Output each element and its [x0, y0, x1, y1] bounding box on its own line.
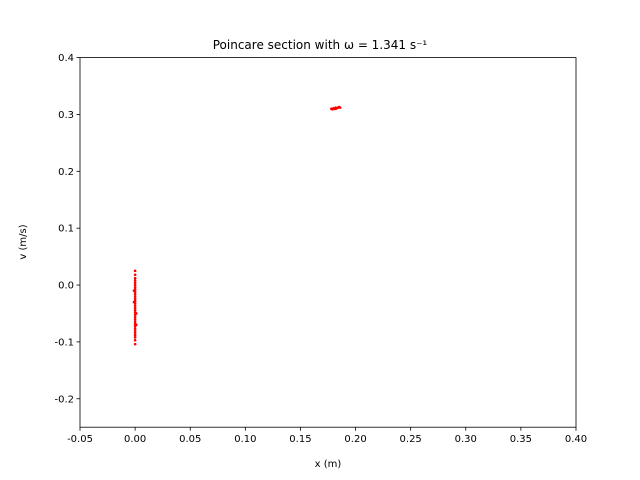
- data-point: [133, 326, 137, 330]
- data-point: [133, 308, 137, 312]
- data-point: [133, 315, 137, 319]
- scatter-points: [132, 105, 342, 346]
- x-tick-label: 0.15: [289, 434, 311, 445]
- plot-frame: [79, 57, 577, 428]
- x-tick-label: 0.00: [124, 434, 146, 445]
- data-point: [134, 312, 138, 315]
- y-tick-label: 0.0: [58, 281, 74, 292]
- x-tick-label: 0.20: [344, 434, 366, 445]
- data-point: [133, 295, 137, 298]
- data-point: [133, 281, 137, 285]
- y-tick-label: 0.1: [58, 224, 74, 235]
- x-tick-label: 0.05: [179, 434, 201, 445]
- data-point: [133, 279, 137, 282]
- data-point: [133, 306, 137, 310]
- data-point: [133, 283, 137, 287]
- data-point: [133, 286, 137, 289]
- x-axis: -0.05 0.00 0.05 0.10 0.15 0.20 0.25 0.30 0.35 0.4…: [67, 427, 587, 445]
- data-point: [133, 317, 137, 321]
- data-point: [133, 320, 137, 323]
- x-axis-label: x (m): [315, 459, 342, 470]
- data-point: [133, 329, 137, 332]
- y-axis-label: v (m/s): [18, 224, 29, 259]
- x-tick-label: -0.05: [67, 434, 93, 445]
- y-tick-label: 0.4: [58, 53, 74, 64]
- data-point: [133, 338, 137, 342]
- data-point: [132, 289, 136, 293]
- data-point: [132, 300, 136, 304]
- data-point: [133, 304, 137, 307]
- data-point: [133, 269, 137, 273]
- data-point: [133, 331, 137, 335]
- data-point: [133, 342, 137, 346]
- x-tick-label: 0.40: [565, 434, 587, 445]
- y-axis: -0.2 -0.1 0.0 0.1 0.2 0.3 0.4: [54, 53, 80, 405]
- x-tick-label: 0.35: [510, 434, 532, 445]
- x-tick-label: 0.25: [400, 434, 422, 445]
- y-tick-label: 0.2: [58, 167, 74, 178]
- x-tick-label: 0.10: [234, 434, 256, 445]
- data-point: [133, 333, 137, 337]
- y-tick-label: 0.3: [58, 110, 74, 121]
- data-point: [338, 106, 342, 109]
- y-tick-label: -0.1: [54, 337, 74, 348]
- chart-title: Poincare section with ω = 1.341 s⁻¹: [213, 38, 428, 52]
- data-point: [133, 336, 137, 339]
- data-point: [133, 276, 137, 280]
- data-point: [133, 292, 137, 296]
- x-tick-label: 0.30: [455, 434, 477, 445]
- data-point: [133, 273, 137, 277]
- y-tick-label: -0.2: [54, 394, 74, 405]
- data-point: [334, 107, 338, 111]
- data-point: [134, 323, 138, 327]
- data-point: [133, 297, 137, 300]
- data-point: [331, 108, 334, 111]
